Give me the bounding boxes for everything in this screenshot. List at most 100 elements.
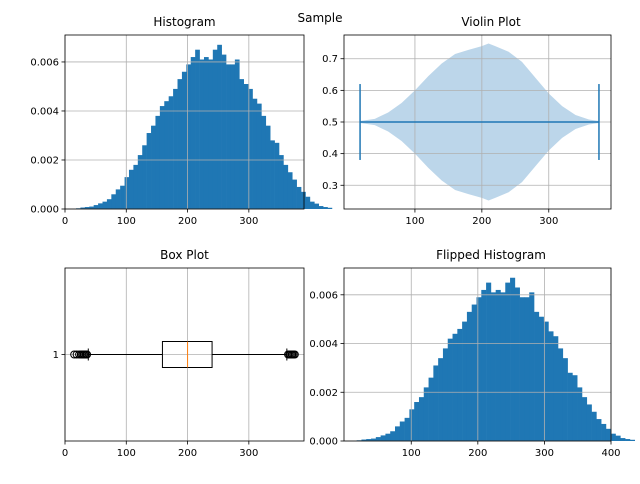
- histogram-bar: [278, 155, 284, 209]
- flipped-histogram-bar: [380, 435, 386, 441]
- histogram-bar: [274, 142, 280, 209]
- histogram-bar: [243, 84, 249, 209]
- flipped-histogram-bar: [361, 439, 367, 441]
- histogram-bar: [256, 103, 262, 209]
- violin-ytick-label: 0.5: [322, 118, 338, 129]
- histogram-bar: [164, 101, 169, 209]
- histogram-bar: [261, 115, 267, 209]
- histogram-panel: Histogram 0 100 200 300 0.000 0.002 0.004 0.006: [30, 15, 333, 227]
- flipped-histogram-bar: [409, 409, 415, 441]
- histogram-bar: [181, 71, 187, 210]
- histogram-bar: [93, 205, 99, 209]
- histogram-bar: [230, 64, 236, 209]
- histogram-bar: [318, 206, 324, 209]
- flipped-histogram-bar: [543, 321, 549, 441]
- flipped-histogram-bar: [414, 402, 420, 441]
- histogram-bar: [217, 44, 222, 209]
- flipped-histogram-ytick-label: 0.006: [309, 290, 338, 301]
- histogram-bar: [252, 98, 258, 209]
- flipped-histogram-bar: [610, 433, 616, 441]
- flipped-histogram-bar: [553, 336, 559, 441]
- histogram-ytick-label: 0.004: [30, 106, 59, 117]
- histogram-ytick-label: 0.000: [30, 205, 59, 216]
- histogram-bar: [221, 54, 227, 209]
- histogram-bar: [327, 207, 333, 209]
- flipped-histogram-bar: [495, 289, 501, 441]
- boxplot-xtick-label: 0: [62, 448, 68, 459]
- flipped-histogram-ytick-label: 0.004: [309, 339, 338, 350]
- histogram-bar: [146, 133, 152, 209]
- boxplot-panel: Box Plot 0 100 200 300 1: [53, 248, 305, 459]
- histogram-bar: [142, 145, 147, 209]
- flipped-histogram-bar: [586, 404, 592, 441]
- histogram-bar: [115, 189, 121, 209]
- flipped-histogram-bar: [462, 321, 468, 441]
- boxplot-flier: [83, 350, 92, 359]
- flipped-histogram-bar: [519, 297, 525, 441]
- flipped-histogram-bar: [442, 348, 449, 441]
- boxplot-title: Box Plot: [160, 248, 209, 262]
- flipped-histogram-bar: [385, 433, 391, 441]
- violin-ytick-label: 0.3: [322, 181, 338, 192]
- histogram-bar: [226, 64, 231, 209]
- histogram-bar: [287, 172, 293, 209]
- histogram-bar: [208, 59, 214, 209]
- violin-ytick-label: 0.6: [322, 86, 338, 97]
- histogram-bar: [124, 177, 130, 209]
- boxplot-xtick-label: 300: [239, 448, 258, 459]
- flipped-histogram-xtick-label: 200: [468, 448, 487, 459]
- histogram-xtick-label: 100: [117, 216, 136, 227]
- flipped-histogram-bar: [471, 304, 477, 441]
- violin-xtick-label: 100: [405, 216, 424, 227]
- flipped-histogram-bar: [433, 365, 439, 441]
- flipped-histogram-bar: [538, 316, 544, 441]
- histogram-bar: [173, 88, 178, 209]
- flipped-histogram-bar: [447, 338, 453, 441]
- violin-ytick-label: 0.7: [322, 54, 338, 65]
- histogram-bar: [137, 155, 143, 209]
- violin-panel: Violin Plot 100 200 300 0.3 0.4 0.5 0.6 0.7: [322, 15, 612, 227]
- flipped-histogram-bar: [577, 387, 583, 441]
- flipped-histogram-bar: [505, 282, 511, 441]
- histogram-ytick-label: 0.002: [30, 155, 59, 166]
- flipped-histogram-panel: Flipped Histogram 100 200 300 400 0.000 0.002…: [309, 248, 636, 459]
- boxplot-ytick-label: 1: [53, 350, 59, 361]
- histogram-bar: [98, 203, 103, 209]
- flipped-histogram-bar: [529, 292, 535, 441]
- flipped-histogram-bar: [476, 297, 482, 441]
- histogram-bar: [89, 206, 94, 209]
- histogram-bar: [155, 115, 161, 209]
- histogram-bar: [270, 140, 275, 209]
- histogram-bar: [199, 59, 205, 209]
- histogram-bar: [203, 57, 209, 210]
- flipped-histogram-bar: [500, 292, 506, 441]
- histogram-xtick-label: 200: [178, 216, 197, 227]
- flipped-histogram-bar: [399, 421, 405, 441]
- flipped-histogram-bar: [605, 428, 612, 441]
- flipped-histogram-bar: [418, 397, 425, 441]
- histogram-ytick-label: 0.006: [30, 57, 59, 68]
- histogram-bar: [283, 164, 289, 209]
- flipped-histogram-bar: [591, 411, 597, 441]
- histogram-xtick-label: 300: [239, 216, 258, 227]
- flipped-histogram-ytick-label: 0.002: [309, 388, 338, 399]
- histogram-bar: [309, 201, 315, 209]
- flipped-histogram-bar: [457, 328, 463, 441]
- histogram-xtick-label: 0: [62, 216, 68, 227]
- histogram-bar: [168, 96, 174, 209]
- histogram-bar: [111, 194, 117, 209]
- flipped-histogram-bar: [428, 377, 434, 441]
- flipped-histogram-bar: [629, 439, 636, 441]
- histogram-bar: [305, 196, 311, 209]
- flipped-histogram-bar: [581, 397, 588, 441]
- flipped-histogram-bar: [366, 439, 372, 441]
- histogram-bar: [186, 64, 192, 209]
- histogram-bar: [151, 125, 156, 209]
- histogram-bar: [301, 191, 306, 209]
- histogram-bar: [195, 49, 200, 209]
- histogram-bar: [177, 79, 183, 210]
- figure-suptitle: Sample: [298, 11, 343, 25]
- violin-ytick-label: 0.4: [322, 149, 338, 160]
- histogram-bar: [239, 79, 244, 210]
